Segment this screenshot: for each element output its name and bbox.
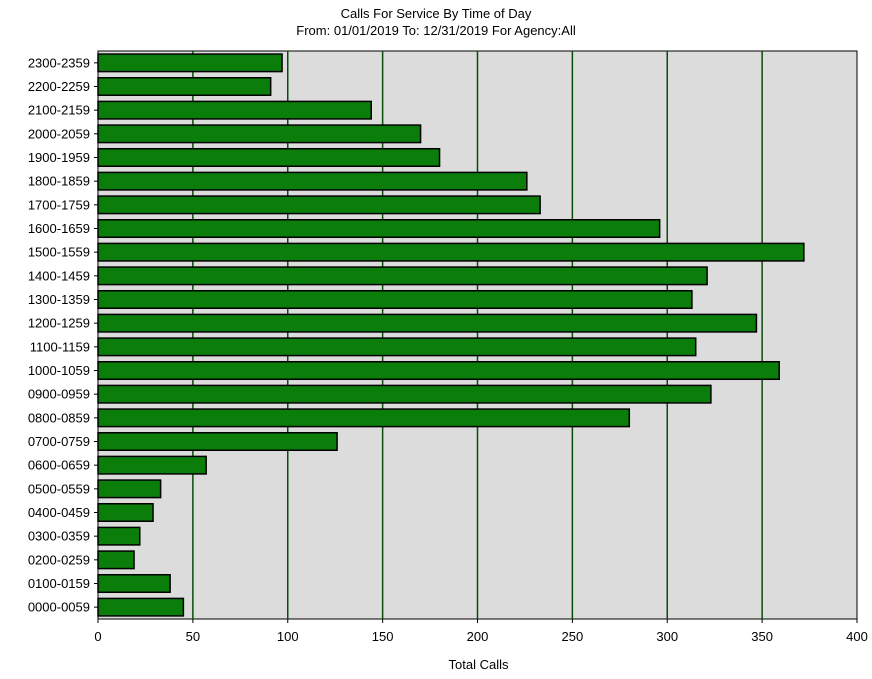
bar: [97, 526, 141, 546]
bar: [97, 455, 207, 475]
y-tick-label: 1800-1859: [28, 174, 90, 189]
x-tick-label: 150: [372, 629, 394, 644]
bar: [97, 313, 758, 333]
bar: [97, 384, 712, 404]
y-tick-label: 0400-0459: [28, 505, 90, 520]
bar: [97, 76, 272, 97]
bar: [97, 242, 805, 262]
x-tick-label: 350: [751, 629, 773, 644]
y-tick-label: 0000-0059: [28, 600, 90, 615]
y-tick-label: 1300-1359: [28, 292, 90, 307]
x-tick-label: 400: [846, 629, 868, 644]
y-tick-label: 0700-0759: [28, 434, 90, 449]
y-tick-label: 2000-2059: [28, 126, 90, 141]
y-tick-label: 0300-0359: [28, 529, 90, 544]
y-tick-label: 1200-1259: [28, 316, 90, 331]
bar: [97, 218, 661, 239]
bar: [97, 147, 441, 168]
y-tick-label: 2100-2159: [28, 103, 90, 118]
x-tick-label: 0: [94, 629, 101, 644]
y-tick-label: 0200-0259: [28, 552, 90, 567]
y-tick-label: 0800-0859: [28, 410, 90, 425]
y-tick-label: 1700-1759: [28, 197, 90, 212]
y-tick-label: 2300-2359: [28, 55, 90, 70]
x-tick-label: 200: [467, 629, 489, 644]
x-tick-label: 250: [562, 629, 584, 644]
bar: [97, 337, 697, 357]
bar: [97, 479, 162, 499]
bar: [97, 360, 780, 381]
y-tick-label: 1500-1559: [28, 245, 90, 260]
chart-title: Calls For Service By Time of Day: [340, 6, 532, 21]
y-tick-label: 0600-0659: [28, 458, 90, 473]
y-tick-label: 1000-1059: [28, 363, 90, 378]
y-tick-label: 0500-0559: [28, 481, 90, 496]
chart-subtitle: From: 01/01/2019 To: 12/31/2019 For Agen…: [296, 23, 576, 38]
bar: [97, 597, 185, 617]
y-tick-label: 1600-1659: [28, 221, 90, 236]
y-tick-label: 2200-2259: [28, 79, 90, 94]
bar: [97, 573, 171, 594]
bar: [97, 124, 422, 144]
x-axis-label: Total Calls: [448, 657, 509, 672]
bar: [97, 171, 528, 191]
y-tick-label: 1900-1959: [28, 150, 90, 165]
y-tick-label: 0100-0159: [28, 576, 90, 591]
x-tick-label: 50: [186, 629, 200, 644]
bar: [97, 266, 708, 286]
bar: [97, 408, 631, 428]
y-tick-label: 0900-0959: [28, 387, 90, 402]
bar: [97, 550, 135, 570]
y-tick-label: 1400-1459: [28, 268, 90, 283]
bar: [97, 431, 338, 452]
bar: [97, 195, 541, 215]
x-tick-label: 300: [656, 629, 678, 644]
bar: [97, 53, 283, 73]
bar: [97, 502, 154, 523]
bar: [97, 100, 372, 120]
y-tick-label: 1100-1159: [30, 339, 90, 354]
x-tick-label: 100: [277, 629, 299, 644]
bar: [97, 289, 693, 310]
